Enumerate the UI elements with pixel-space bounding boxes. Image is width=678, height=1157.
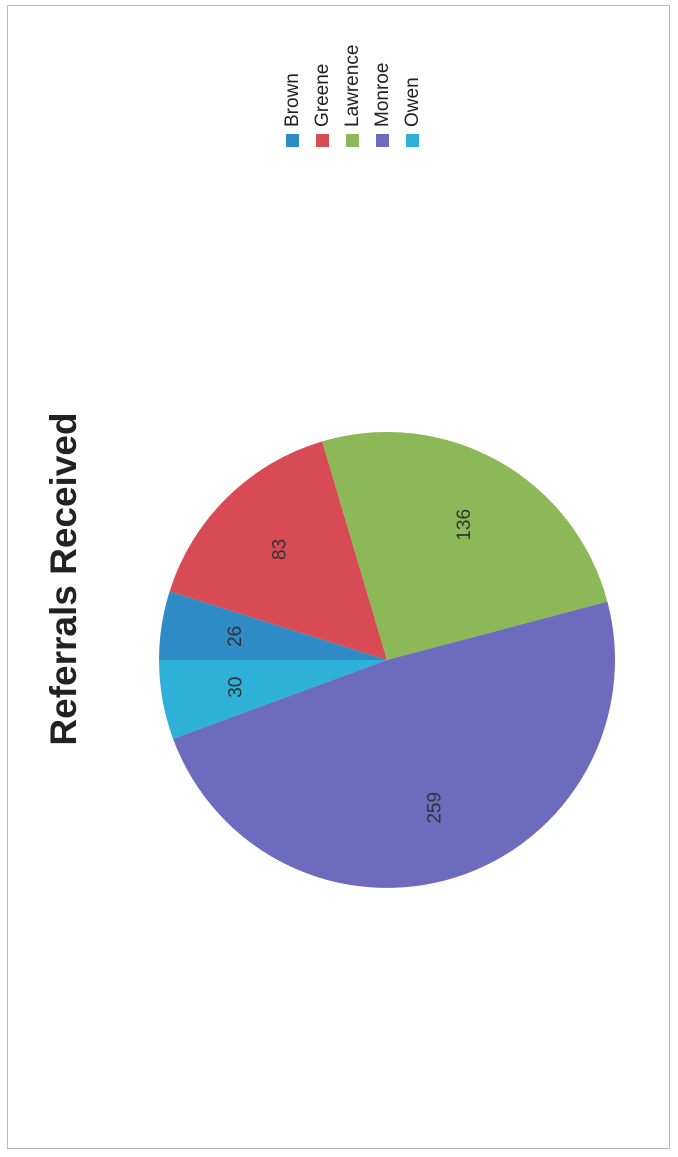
chart-legend: Brown Greene Lawrence Monroe Owen: [282, 45, 423, 147]
legend-swatch-lawrence: [346, 134, 359, 147]
legend-swatch-owen: [406, 134, 419, 147]
pie-slice-brown: [159, 591, 387, 660]
legend-label-greene: Greene: [312, 64, 333, 127]
pie-slice-monroe: [173, 601, 615, 888]
pie-data-labels: 30 26 83 136 259: [225, 509, 475, 824]
legend-swatch-greene: [316, 134, 329, 147]
legend-label-lawrence: Lawrence: [342, 45, 363, 127]
legend-swatch-brown: [286, 134, 299, 147]
pie-slice-owen: [159, 660, 387, 739]
legend-label-monroe: Monroe: [372, 63, 393, 127]
legend-swatch-monroe: [376, 134, 389, 147]
pie-slices: [159, 432, 615, 888]
pie-slice-lawrence: [322, 432, 608, 660]
pie-slice-greene: [169, 441, 387, 660]
chart-title: Referrals Received: [43, 412, 84, 745]
data-label-lawrence: 136: [454, 509, 475, 541]
data-label-owen: 30: [225, 677, 246, 698]
legend-label-brown: Brown: [282, 73, 303, 127]
data-label-brown: 26: [225, 626, 246, 647]
data-label-monroe: 259: [425, 792, 446, 824]
data-label-greene: 83: [269, 539, 290, 560]
legend-label-owen: Owen: [402, 77, 423, 127]
